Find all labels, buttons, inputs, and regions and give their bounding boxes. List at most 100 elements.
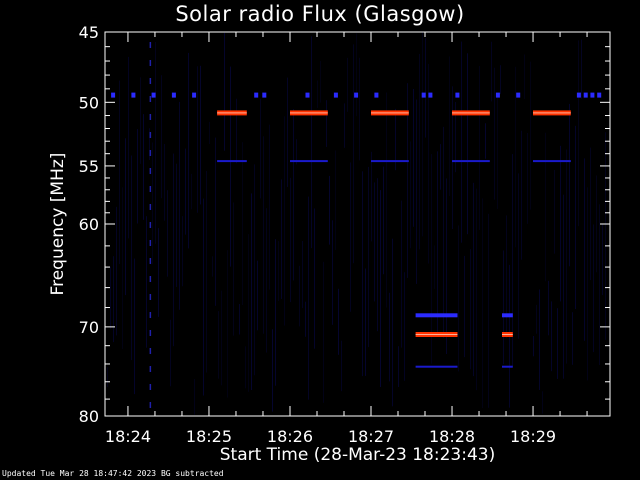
noise-column bbox=[464, 255, 465, 358]
blip bbox=[171, 92, 176, 98]
noise-column bbox=[257, 260, 258, 331]
interference-dash bbox=[149, 240, 152, 246]
interference-dash bbox=[149, 186, 152, 192]
noise-column bbox=[572, 312, 573, 365]
noise-column bbox=[287, 77, 288, 187]
noise-column bbox=[161, 75, 162, 199]
interference-blips bbox=[111, 92, 602, 98]
y-tick-label: 60 bbox=[79, 215, 99, 234]
noise-column bbox=[515, 66, 516, 248]
blip bbox=[131, 92, 136, 98]
noise-column bbox=[356, 33, 357, 117]
burst-band bbox=[415, 313, 458, 318]
noise-column bbox=[188, 52, 189, 249]
noise-column bbox=[191, 173, 192, 210]
blip bbox=[428, 92, 433, 98]
noise-column bbox=[317, 80, 318, 108]
burst-weak bbox=[415, 365, 458, 368]
y-axis-label: Frequency [MHz] bbox=[48, 152, 68, 296]
burst-weak bbox=[502, 365, 513, 368]
noise-column bbox=[419, 53, 420, 250]
noise-column bbox=[158, 228, 159, 317]
noise-column bbox=[518, 173, 519, 339]
y-axis: 45 50 55 60 70 80 bbox=[79, 23, 610, 426]
noise-column bbox=[371, 151, 372, 242]
noise-column bbox=[392, 238, 393, 407]
background-noise bbox=[107, 32, 606, 415]
burst-band bbox=[371, 160, 409, 163]
noise-column bbox=[524, 54, 525, 99]
noise-column bbox=[113, 256, 114, 343]
noise-column bbox=[482, 198, 483, 409]
noise-column bbox=[218, 311, 219, 379]
noise-column bbox=[248, 234, 249, 392]
interference-dash bbox=[149, 168, 152, 174]
interference-dash bbox=[149, 42, 152, 48]
blip bbox=[421, 92, 426, 98]
noise-column bbox=[278, 241, 279, 301]
noise-column bbox=[494, 67, 495, 200]
x-tick-label: 18:27 bbox=[348, 427, 394, 446]
interference-dash bbox=[149, 312, 152, 318]
noise-column bbox=[221, 290, 222, 386]
noise-column bbox=[308, 196, 309, 400]
burst-band bbox=[290, 160, 328, 163]
noise-column bbox=[497, 92, 498, 209]
interference-dash bbox=[149, 60, 152, 66]
noise-column bbox=[599, 204, 600, 365]
noise-column bbox=[206, 170, 207, 373]
noise-column bbox=[119, 80, 120, 264]
noise-column bbox=[332, 220, 333, 325]
noise-column bbox=[500, 65, 501, 95]
noise-column bbox=[590, 147, 591, 281]
noise-column bbox=[368, 166, 369, 348]
noise-column bbox=[266, 208, 267, 353]
noise-column bbox=[155, 42, 156, 244]
noise-column bbox=[197, 66, 198, 213]
noise-column bbox=[260, 98, 261, 199]
noise-column bbox=[170, 319, 171, 387]
noise-column bbox=[125, 138, 126, 296]
noise-column bbox=[290, 177, 291, 303]
burst-strong bbox=[371, 110, 409, 116]
noise-column bbox=[320, 61, 321, 103]
noise-column bbox=[410, 141, 411, 249]
blip bbox=[583, 92, 588, 98]
noise-column bbox=[131, 155, 132, 361]
noise-column bbox=[605, 132, 606, 340]
interference-dash bbox=[149, 402, 152, 408]
noise-column bbox=[452, 86, 453, 229]
noise-column bbox=[581, 39, 582, 99]
noise-column bbox=[443, 126, 444, 338]
burst-strong bbox=[502, 332, 513, 337]
noise-column bbox=[284, 116, 285, 326]
burst-weak bbox=[533, 160, 571, 163]
noise-column bbox=[434, 245, 435, 289]
noise-column bbox=[389, 292, 390, 382]
x-tick-label: 18:24 bbox=[105, 427, 151, 446]
burst-strong bbox=[452, 110, 490, 116]
noise-column bbox=[314, 208, 315, 349]
noise-column bbox=[179, 101, 180, 310]
noise-column bbox=[326, 100, 327, 147]
interference-dash bbox=[149, 204, 152, 210]
burst-core bbox=[533, 112, 571, 114]
noise-column bbox=[305, 301, 306, 337]
noise-column bbox=[575, 125, 576, 309]
noise-column bbox=[563, 194, 564, 379]
burst-weak bbox=[290, 160, 328, 163]
noise-column bbox=[461, 41, 462, 243]
interference-dash bbox=[149, 294, 152, 300]
noise-column bbox=[329, 175, 330, 245]
noise-column bbox=[458, 225, 459, 372]
blip bbox=[576, 92, 581, 98]
noise-column bbox=[194, 379, 195, 415]
noise-column bbox=[203, 198, 204, 396]
x-tick-label: 18:26 bbox=[267, 427, 313, 446]
noise-column bbox=[293, 109, 294, 281]
noise-column bbox=[110, 266, 111, 329]
interference-dash bbox=[149, 384, 152, 390]
burst-core bbox=[502, 334, 513, 335]
noise-column bbox=[200, 65, 201, 205]
